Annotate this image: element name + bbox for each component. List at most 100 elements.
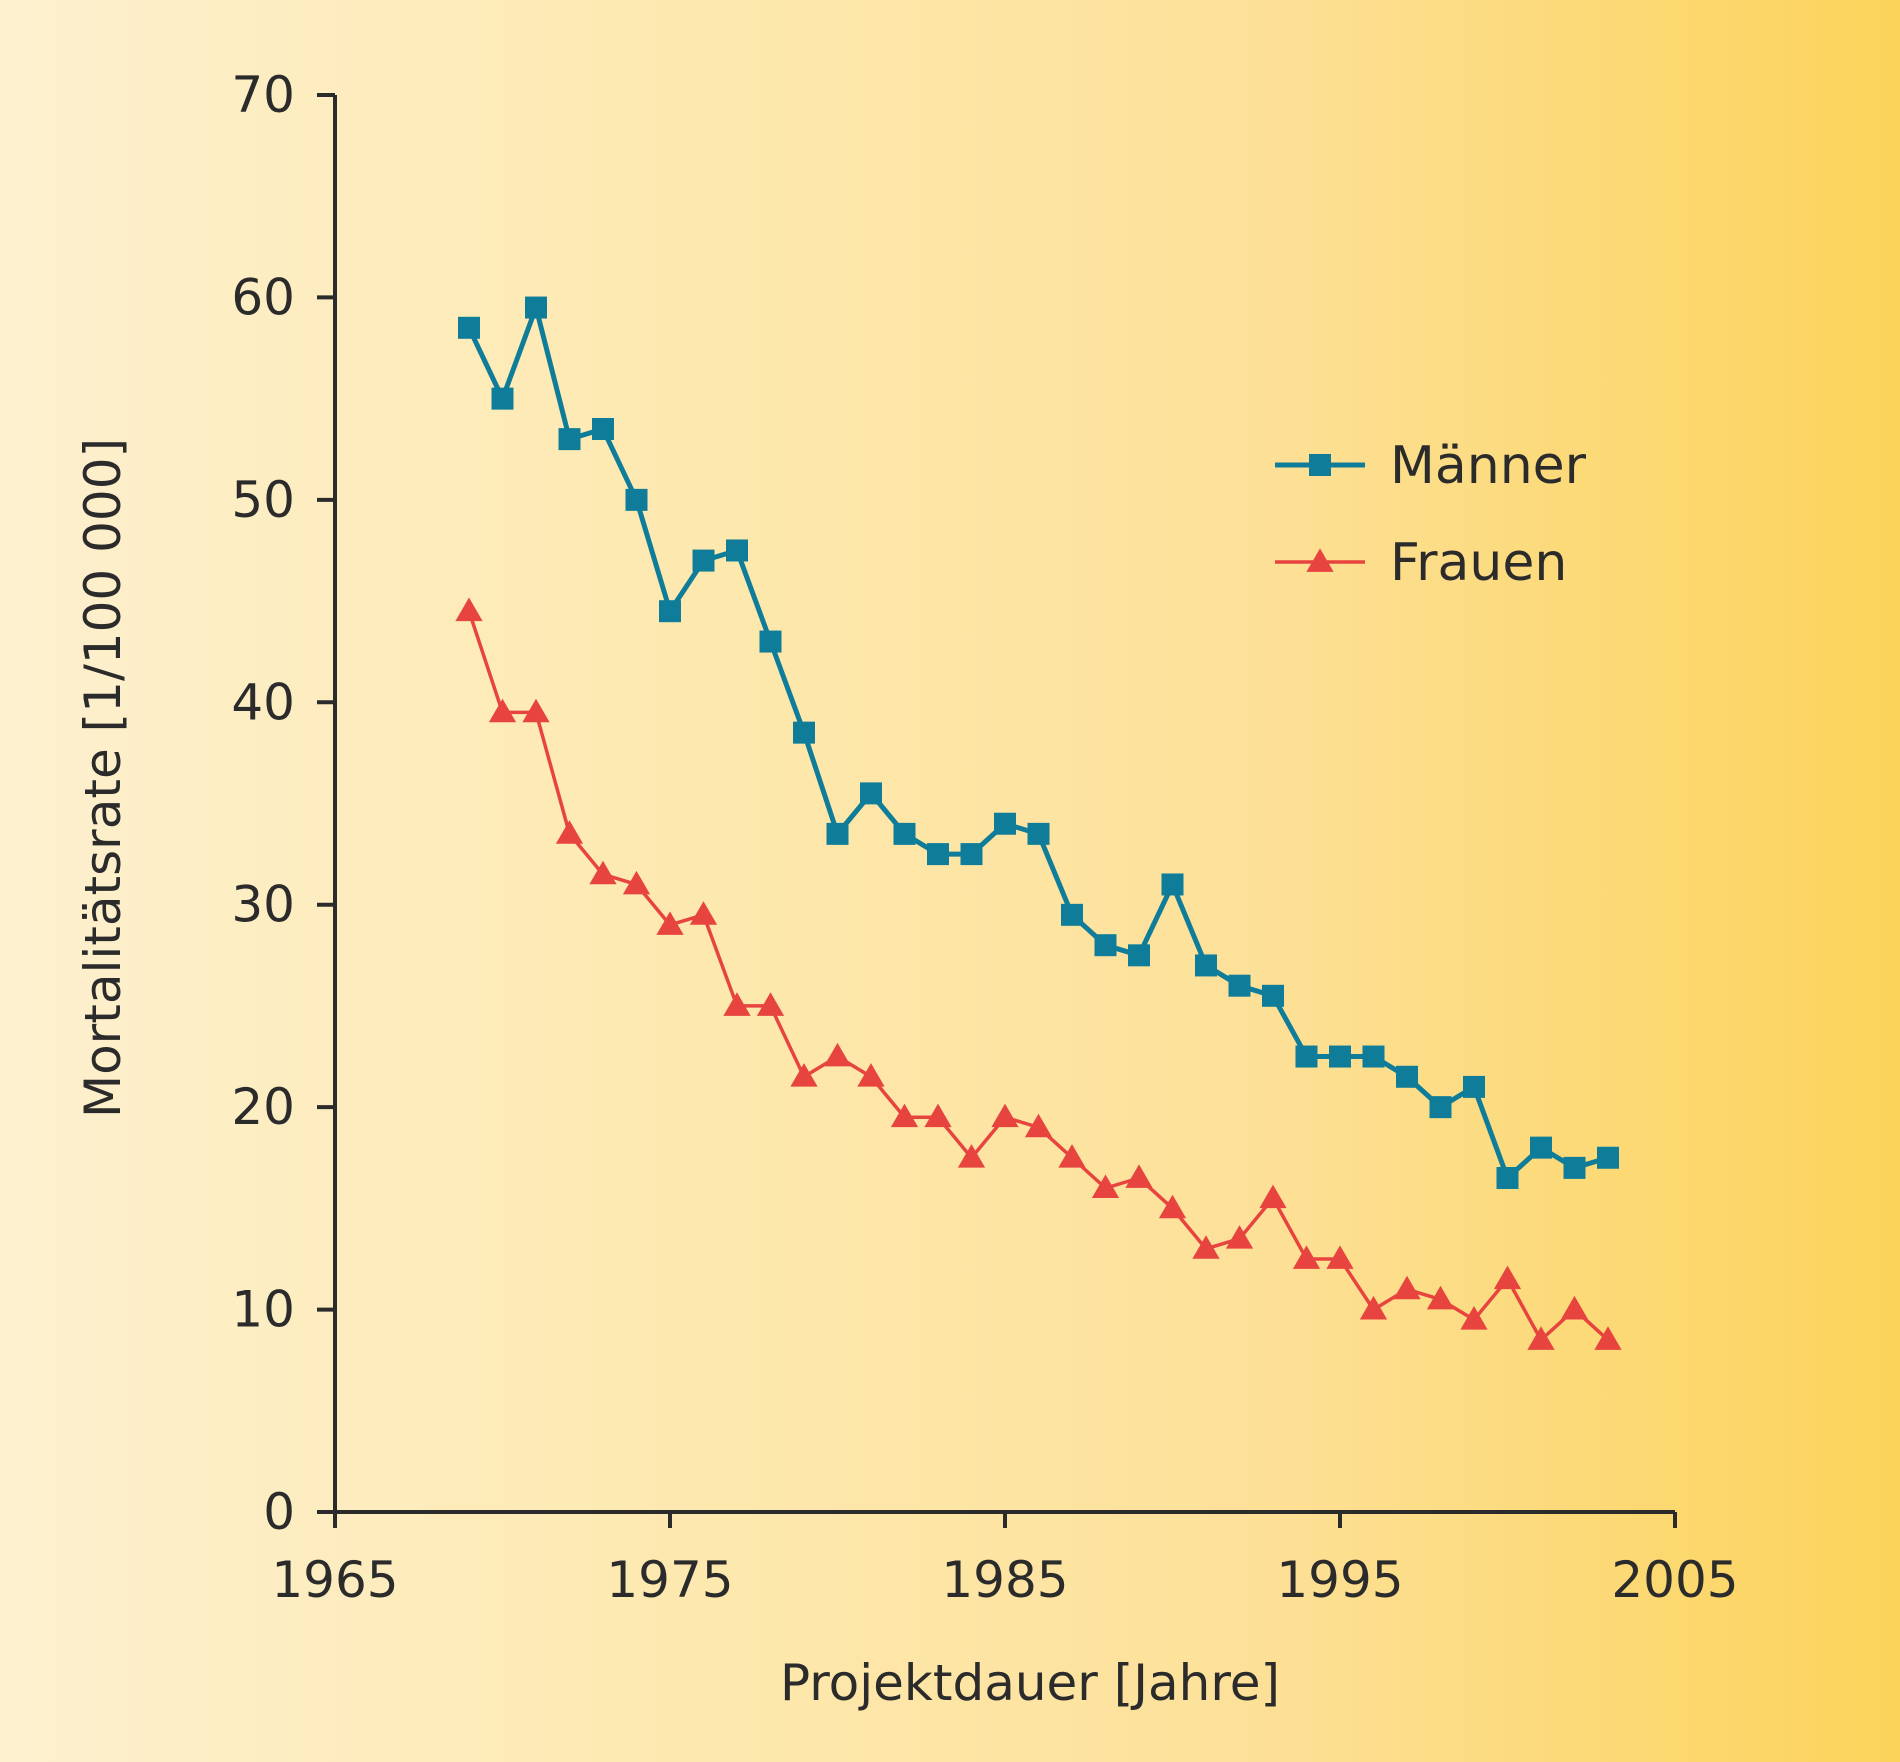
data-point-frauen bbox=[1024, 1113, 1053, 1138]
data-point-maenner bbox=[1195, 954, 1217, 977]
y-tick-label: 60 bbox=[231, 268, 295, 326]
axes: 0 10 20 30 40 50 60 70 1965 1975 1985 1995 2005 bbox=[231, 66, 1738, 1609]
data-point-maenner bbox=[860, 782, 882, 805]
data-point-frauen bbox=[455, 597, 483, 622]
y-tick-label: 20 bbox=[231, 1078, 295, 1136]
data-point-maenner bbox=[994, 812, 1016, 835]
data-point-maenner bbox=[1530, 1136, 1552, 1159]
data-point-maenner bbox=[1128, 944, 1150, 967]
x-tick-label: 1985 bbox=[941, 1551, 1068, 1609]
data-point-frauen bbox=[957, 1144, 986, 1168]
data-point-maenner bbox=[1396, 1065, 1418, 1088]
data-point-maenner bbox=[1094, 934, 1117, 957]
data-point-frauen bbox=[522, 698, 550, 723]
data-point-frauen bbox=[689, 901, 718, 925]
legend-marker-maenner bbox=[1309, 454, 1331, 476]
y-tick-label: 70 bbox=[231, 66, 295, 124]
data-point-maenner bbox=[826, 822, 849, 845]
data-point-maenner bbox=[726, 539, 748, 562]
x-axis-title: Projektdauer [Jahre] bbox=[780, 1654, 1280, 1712]
data-point-frauen bbox=[723, 992, 751, 1016]
data-point-maenner bbox=[960, 843, 983, 866]
series-maenner bbox=[458, 296, 1619, 1189]
data-point-maenner bbox=[1061, 903, 1083, 926]
data-point-maenner bbox=[491, 387, 514, 410]
data-point-frauen bbox=[1527, 1326, 1555, 1350]
data-point-frauen bbox=[1594, 1326, 1622, 1350]
data-point-frauen bbox=[857, 1063, 885, 1087]
data-point-maenner bbox=[1262, 984, 1284, 1007]
legend-item-maenner: Männer bbox=[1275, 436, 1587, 496]
data-point-maenner bbox=[1329, 1045, 1351, 1068]
data-point-maenner bbox=[1362, 1045, 1385, 1068]
data-point-frauen bbox=[1493, 1265, 1522, 1290]
data-point-frauen bbox=[488, 698, 517, 723]
data-point-frauen bbox=[1125, 1164, 1153, 1188]
data-point-maenner bbox=[659, 600, 681, 623]
legend-label-frauen: Frauen bbox=[1390, 533, 1567, 593]
data-point-maenner bbox=[692, 549, 715, 572]
data-point-frauen bbox=[890, 1103, 919, 1128]
y-tick-label: 40 bbox=[231, 673, 295, 731]
data-point-maenner bbox=[1429, 1096, 1452, 1119]
data-point-frauen bbox=[555, 820, 584, 844]
y-axis-title: Mortalitätsrate [1/100 000] bbox=[74, 438, 132, 1118]
legend: Männer Frauen bbox=[1275, 436, 1587, 593]
data-point-maenner bbox=[793, 721, 815, 744]
data-point-frauen bbox=[589, 860, 617, 885]
y-tick-label: 10 bbox=[231, 1281, 295, 1339]
x-tick-label: 1995 bbox=[1276, 1551, 1403, 1609]
data-point-frauen bbox=[1560, 1295, 1589, 1320]
data-point-frauen bbox=[622, 870, 651, 895]
x-tick-label: 1965 bbox=[271, 1551, 398, 1609]
data-point-frauen bbox=[1259, 1184, 1287, 1209]
data-point-maenner bbox=[1228, 974, 1251, 997]
data-point-frauen bbox=[1292, 1245, 1321, 1269]
data-point-frauen bbox=[656, 911, 684, 935]
data-point-maenner bbox=[625, 488, 648, 511]
data-point-maenner bbox=[458, 316, 480, 339]
data-point-frauen bbox=[1326, 1245, 1354, 1269]
x-tick-label: 2005 bbox=[1611, 1551, 1738, 1609]
legend-label-maenner: Männer bbox=[1390, 436, 1587, 496]
data-point-frauen bbox=[1091, 1174, 1120, 1199]
series-frauen bbox=[455, 597, 1622, 1350]
data-point-maenner bbox=[759, 630, 782, 653]
data-point-frauen bbox=[1393, 1275, 1421, 1300]
data-point-maenner bbox=[1295, 1045, 1318, 1068]
data-point-maenner bbox=[558, 428, 581, 451]
y-tick-label: 30 bbox=[231, 876, 295, 934]
y-tick-label: 50 bbox=[231, 471, 295, 529]
data-point-frauen bbox=[1359, 1295, 1388, 1320]
data-point-maenner bbox=[1563, 1156, 1586, 1179]
x-tick-label: 1975 bbox=[606, 1551, 733, 1609]
legend-marker-frauen bbox=[1306, 548, 1334, 572]
data-point-frauen bbox=[1192, 1235, 1220, 1259]
data-point-frauen bbox=[1058, 1144, 1086, 1168]
data-point-frauen bbox=[756, 992, 785, 1016]
data-point-frauen bbox=[924, 1103, 952, 1128]
data-point-frauen bbox=[1225, 1225, 1254, 1249]
x-ticks: 1965 1975 1985 1995 2005 bbox=[271, 1512, 1739, 1609]
data-point-maenner bbox=[592, 418, 614, 441]
data-point-frauen bbox=[1426, 1285, 1455, 1310]
data-point-maenner bbox=[1161, 873, 1184, 896]
data-point-frauen bbox=[991, 1103, 1019, 1128]
data-point-frauen bbox=[790, 1063, 818, 1087]
data-point-maenner bbox=[525, 296, 547, 319]
data-point-maenner bbox=[1496, 1166, 1519, 1189]
legend-item-frauen: Frauen bbox=[1275, 533, 1567, 593]
y-tick-label: 0 bbox=[263, 1483, 295, 1541]
series-line-frauen bbox=[467, 610, 1610, 1342]
data-point-maenner bbox=[927, 843, 949, 866]
data-point-frauen bbox=[1158, 1194, 1187, 1219]
data-point-maenner bbox=[1027, 822, 1050, 845]
data-point-frauen bbox=[823, 1042, 852, 1067]
data-point-frauen bbox=[1460, 1306, 1488, 1330]
data-point-maenner bbox=[1463, 1075, 1485, 1098]
data-point-maenner bbox=[893, 822, 916, 845]
y-ticks: 0 10 20 30 40 50 60 70 bbox=[231, 66, 335, 1541]
data-point-maenner bbox=[1597, 1146, 1619, 1169]
